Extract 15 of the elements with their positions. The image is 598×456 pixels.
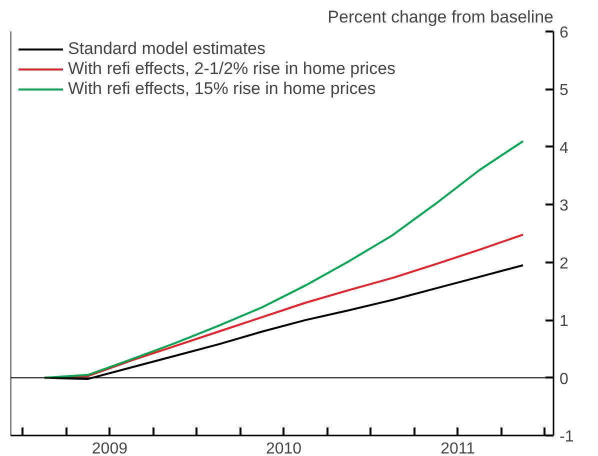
y-tick-label: 4 [560, 140, 568, 157]
y-tick-label: 1 [560, 313, 568, 330]
y-tick-label: 5 [560, 82, 568, 100]
y-tick-label: 3 [560, 198, 568, 215]
y-axis-title: Percent change from baseline [328, 8, 554, 26]
legend-label: Standard model estimates [68, 39, 266, 59]
x-tick-label: 2010 [266, 440, 302, 456]
legend-label: With refi effects, 15% rise in home prices [68, 79, 376, 99]
legend-label: With refi effects, 2-1/2% rise in home prices [68, 59, 396, 79]
x-tick-label: 2009 [92, 440, 128, 456]
x-tick-label: 2011 [440, 440, 476, 456]
y-tick-label: 0 [560, 370, 568, 388]
y-tick-label: -1 [560, 428, 574, 446]
y-tick-label: 6 [560, 24, 568, 42]
y-tick-label: 2 [560, 255, 568, 272]
